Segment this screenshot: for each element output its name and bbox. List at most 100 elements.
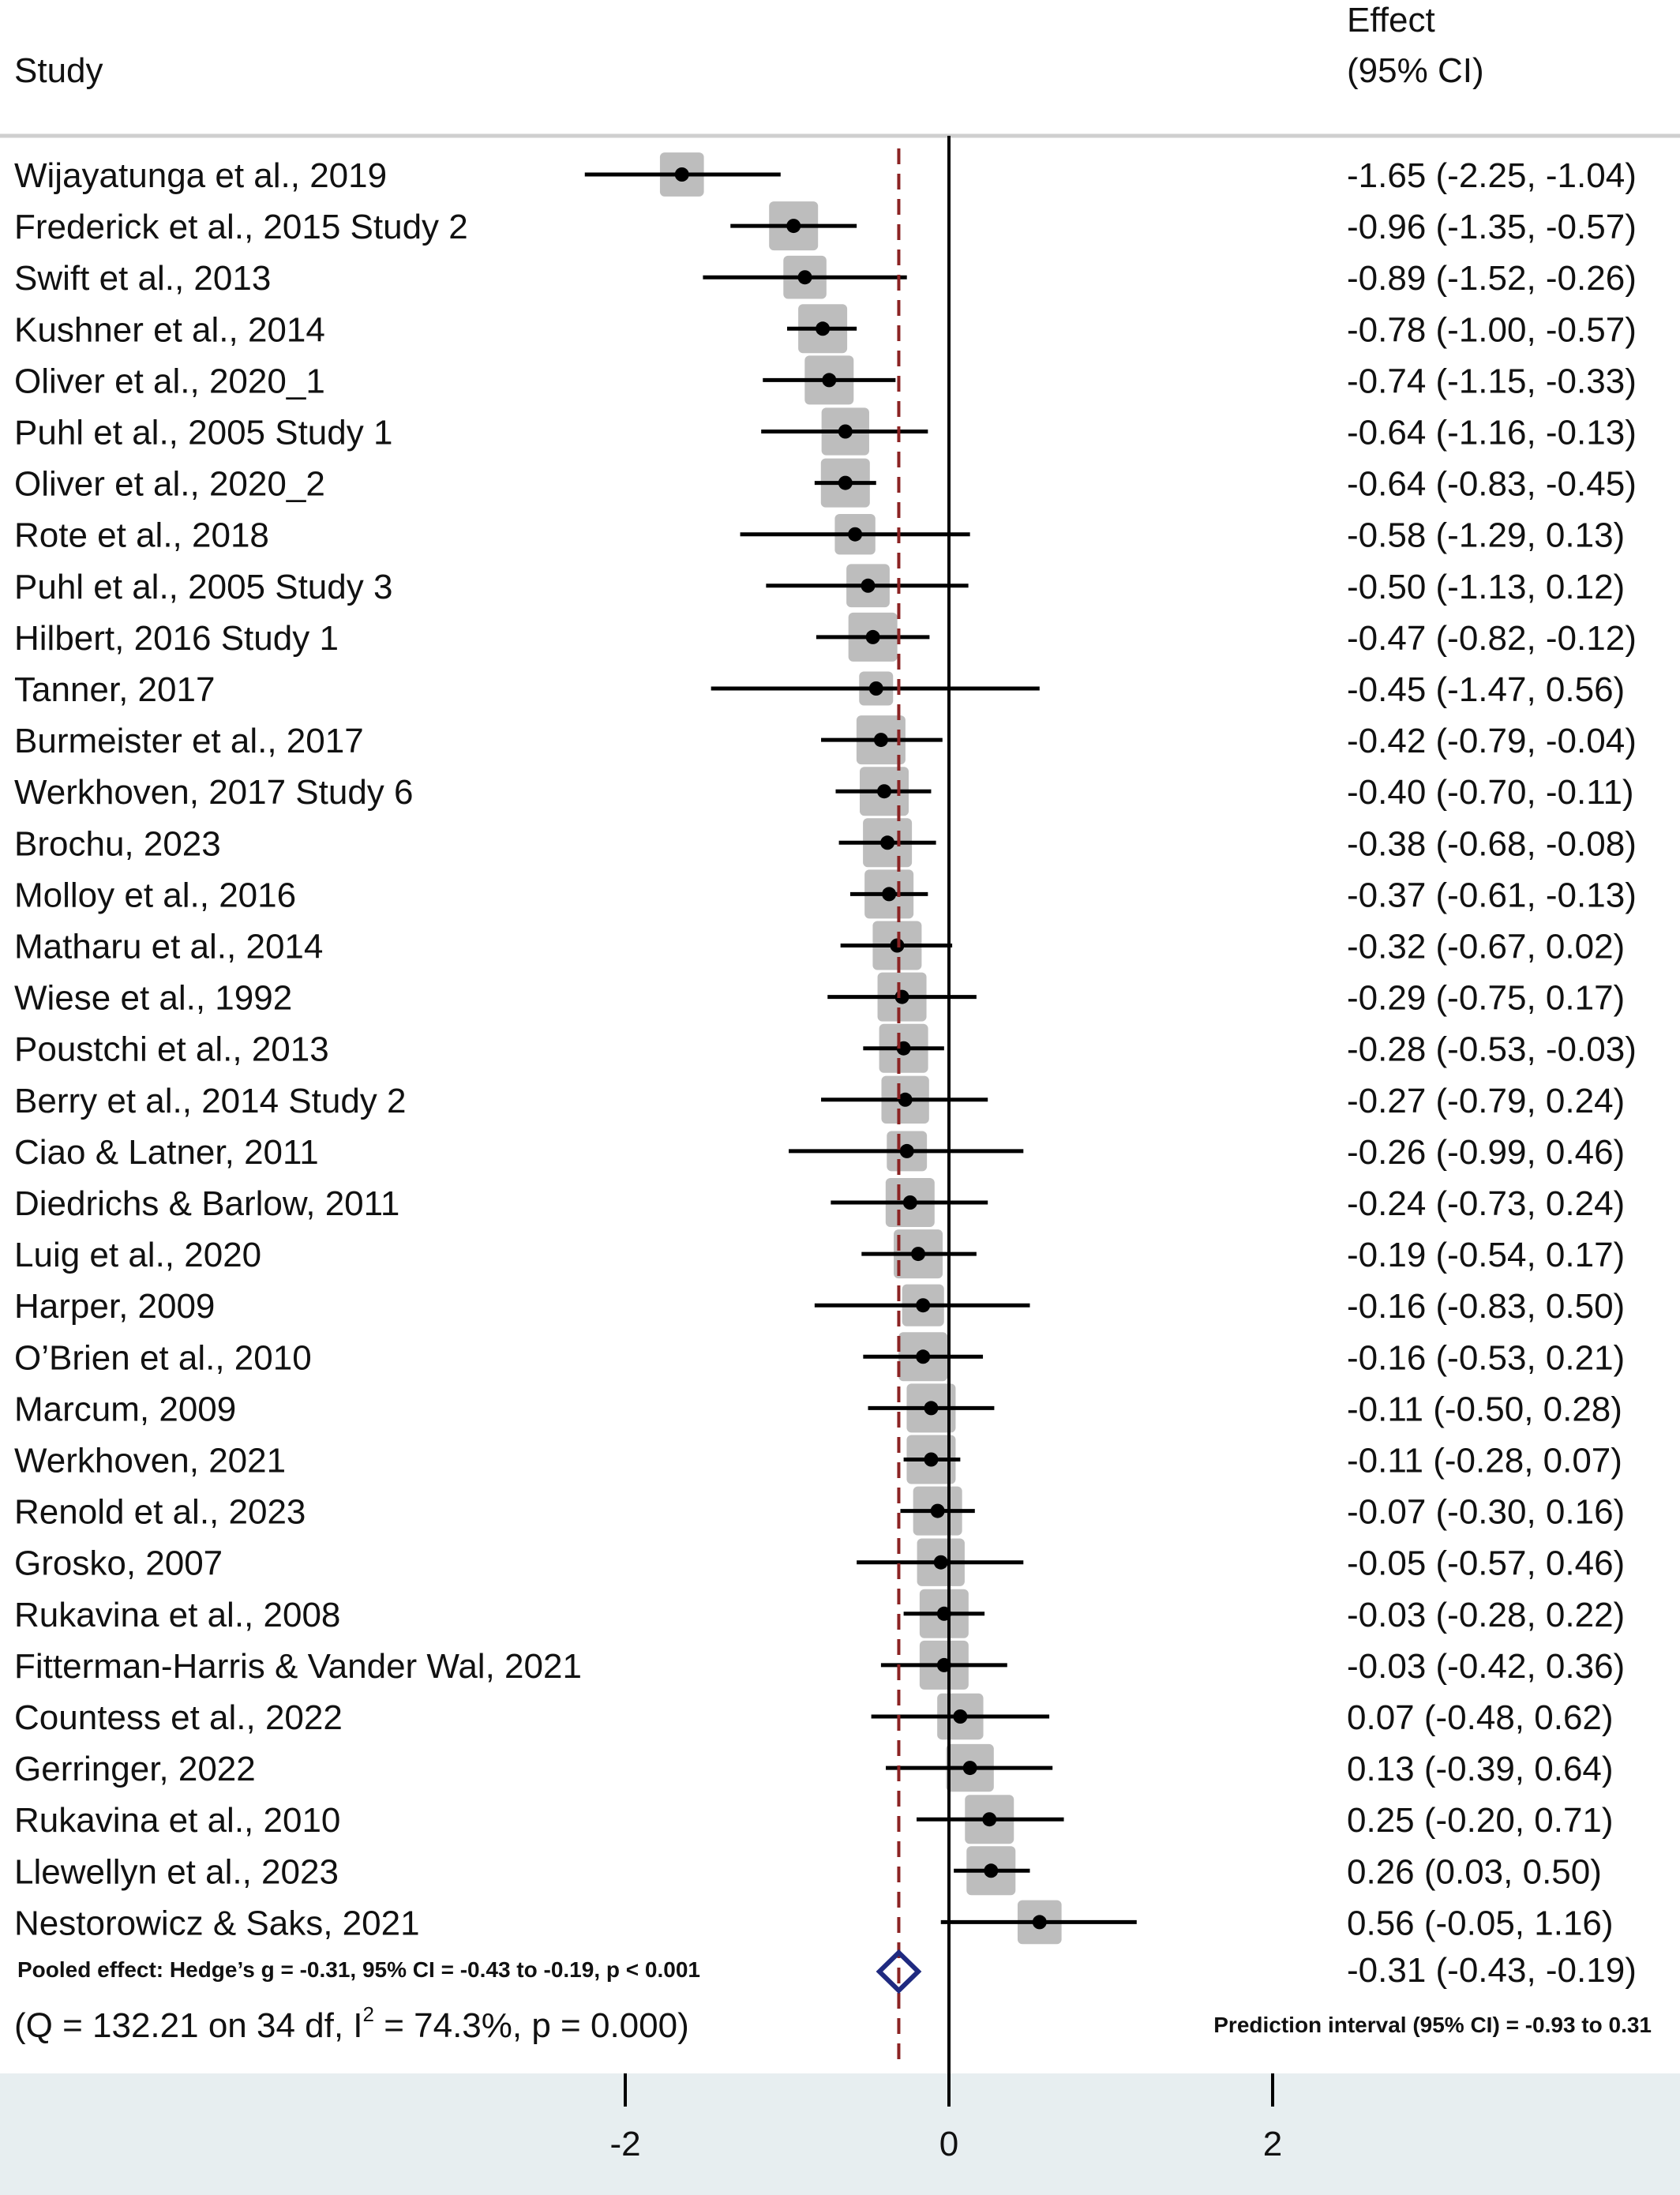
study-label: Kushner et al., 2014 [14,310,325,349]
effect-text: -0.50 (-1.13, 0.12) [1347,568,1625,606]
effect-text: -0.19 (-0.54, 0.17) [1347,1236,1625,1274]
point-estimate [877,784,891,799]
effect-text: 0.56 (-0.05, 1.16) [1347,1904,1614,1942]
effect-text: -0.32 (-0.67, 0.02) [1347,928,1625,966]
point-estimate [882,887,897,902]
study-label: Diedrichs & Barlow, 2011 [14,1184,399,1223]
study-label: Grosko, 2007 [14,1544,223,1583]
study-label: Oliver et al., 2020_2 [14,465,325,504]
header-ci: (95% CI) [1347,51,1484,90]
effect-text: -0.64 (-1.16, -0.13) [1347,414,1637,452]
point-estimate [924,1401,939,1416]
study-marks [584,152,1137,1945]
point-estimate [861,578,876,593]
study-label: Countess et al., 2022 [14,1698,343,1737]
study-label: Wijayatunga et al., 2019 [14,156,387,195]
effect-text: -0.03 (-0.28, 0.22) [1347,1596,1625,1634]
point-estimate [916,1298,931,1313]
point-estimate [890,938,905,953]
study-label: Berry et al., 2014 Study 2 [14,1082,407,1120]
effect-text: -0.24 (-0.73, 0.24) [1347,1184,1625,1223]
effect-text: -0.45 (-1.47, 0.56) [1347,670,1625,709]
study-label: Rukavina et al., 2010 [14,1801,340,1840]
header-study: Study [14,51,103,90]
effect-text: -0.47 (-0.82, -0.12) [1347,619,1637,658]
effect-text: -0.07 (-0.30, 0.16) [1347,1493,1625,1532]
effect-text: -0.29 (-0.75, 0.17) [1347,979,1625,1018]
point-estimate [838,475,853,490]
study-label: Tanner, 2017 [14,670,215,709]
point-estimate [933,1555,948,1570]
point-estimate [1032,1915,1047,1930]
study-label: Rukavina et al., 2008 [14,1596,340,1634]
effect-text: -0.40 (-0.70, -0.11) [1347,773,1634,812]
point-estimate [816,321,831,336]
point-estimate [786,219,801,234]
study-label: Wiese et al., 1992 [14,979,292,1018]
x-tick-label: 0 [939,2125,958,2163]
point-estimate [838,424,853,439]
study-label: Poustchi et al., 2013 [14,1030,329,1069]
point-estimate [924,1452,939,1467]
study-label: Puhl et al., 2005 Study 3 [14,568,392,606]
study-label: Burmeister et al., 2017 [14,722,364,760]
study-label: Rote et al., 2018 [14,516,269,555]
heterogeneity-text: (Q = 132.21 on 34 df, I2 = 74.3%, p = 0.… [14,2002,689,2045]
study-label: Matharu et al., 2014 [14,928,323,966]
effect-text: -0.26 (-0.99, 0.46) [1347,1133,1625,1172]
study-label: Molloy et al., 2016 [14,876,296,914]
point-estimate [674,167,689,182]
effect-text: -0.96 (-1.35, -0.57) [1347,208,1637,246]
study-label: Marcum, 2009 [14,1390,236,1428]
study-label: Nestorowicz & Saks, 2021 [14,1904,420,1942]
effect-text: -0.27 (-0.79, 0.24) [1347,1082,1625,1120]
study-label: Oliver et al., 2020_1 [14,362,325,400]
effect-text: 0.25 (-0.20, 0.71) [1347,1801,1614,1840]
effect-text: -0.05 (-0.57, 0.46) [1347,1544,1625,1583]
point-estimate [902,1195,917,1210]
point-estimate [962,1761,977,1776]
point-estimate [822,373,837,388]
pooled-diamond [876,1949,922,1994]
point-estimate [984,1863,999,1878]
effect-text: -0.16 (-0.83, 0.50) [1347,1287,1625,1326]
effect-text: -0.28 (-0.53, -0.03) [1347,1030,1637,1069]
effect-text: -0.03 (-0.42, 0.36) [1347,1647,1625,1686]
effect-text: -0.38 (-0.68, -0.08) [1347,824,1637,863]
effect-text: 0.07 (-0.48, 0.62) [1347,1698,1614,1737]
study-label: O’Brien et al., 2010 [14,1338,312,1377]
point-estimate [865,629,880,644]
point-estimate [868,681,883,696]
study-label: Luig et al., 2020 [14,1236,261,1274]
point-estimate [982,1812,997,1827]
point-estimate [899,1143,914,1158]
point-estimate [894,989,909,1004]
point-estimate [930,1503,945,1518]
effect-text: -0.64 (-0.83, -0.45) [1347,465,1637,504]
effect-texts: -1.65 (-2.25, -1.04) -0.96 (-1.35, -0.57)… [1347,156,1637,1942]
point-estimate [916,1349,931,1364]
point-estimate [911,1247,926,1262]
study-label: Hilbert, 2016 Study 1 [14,619,339,658]
effect-text: -0.58 (-1.29, 0.13) [1347,516,1625,555]
point-estimate [848,527,863,542]
study-label: Fitterman-Harris & Vander Wal, 2021 [14,1647,582,1686]
axis-panel [0,2073,1680,2195]
effect-text: -0.42 (-0.79, -0.04) [1347,722,1637,760]
study-label: Renold et al., 2023 [14,1493,306,1532]
effect-text: -0.89 (-1.52, -0.26) [1347,259,1637,298]
effect-text: -0.11 (-0.28, 0.07) [1347,1442,1622,1480]
study-label: Brochu, 2023 [14,824,221,863]
effect-text: -0.16 (-0.53, 0.21) [1347,1338,1625,1377]
effect-text: -0.37 (-0.61, -0.13) [1347,876,1637,914]
point-estimate [953,1709,968,1724]
effect-text: -1.65 (-2.25, -1.04) [1347,156,1637,195]
study-label: Harper, 2009 [14,1287,215,1326]
effect-text: 0.26 (0.03, 0.50) [1347,1852,1602,1891]
header-effect: Effect [1347,1,1435,39]
point-estimate [898,1092,913,1107]
study-label: Werkhoven, 2021 [14,1442,286,1480]
x-tick-label: -2 [609,2125,640,2163]
x-tick-label: 2 [1263,2125,1282,2163]
